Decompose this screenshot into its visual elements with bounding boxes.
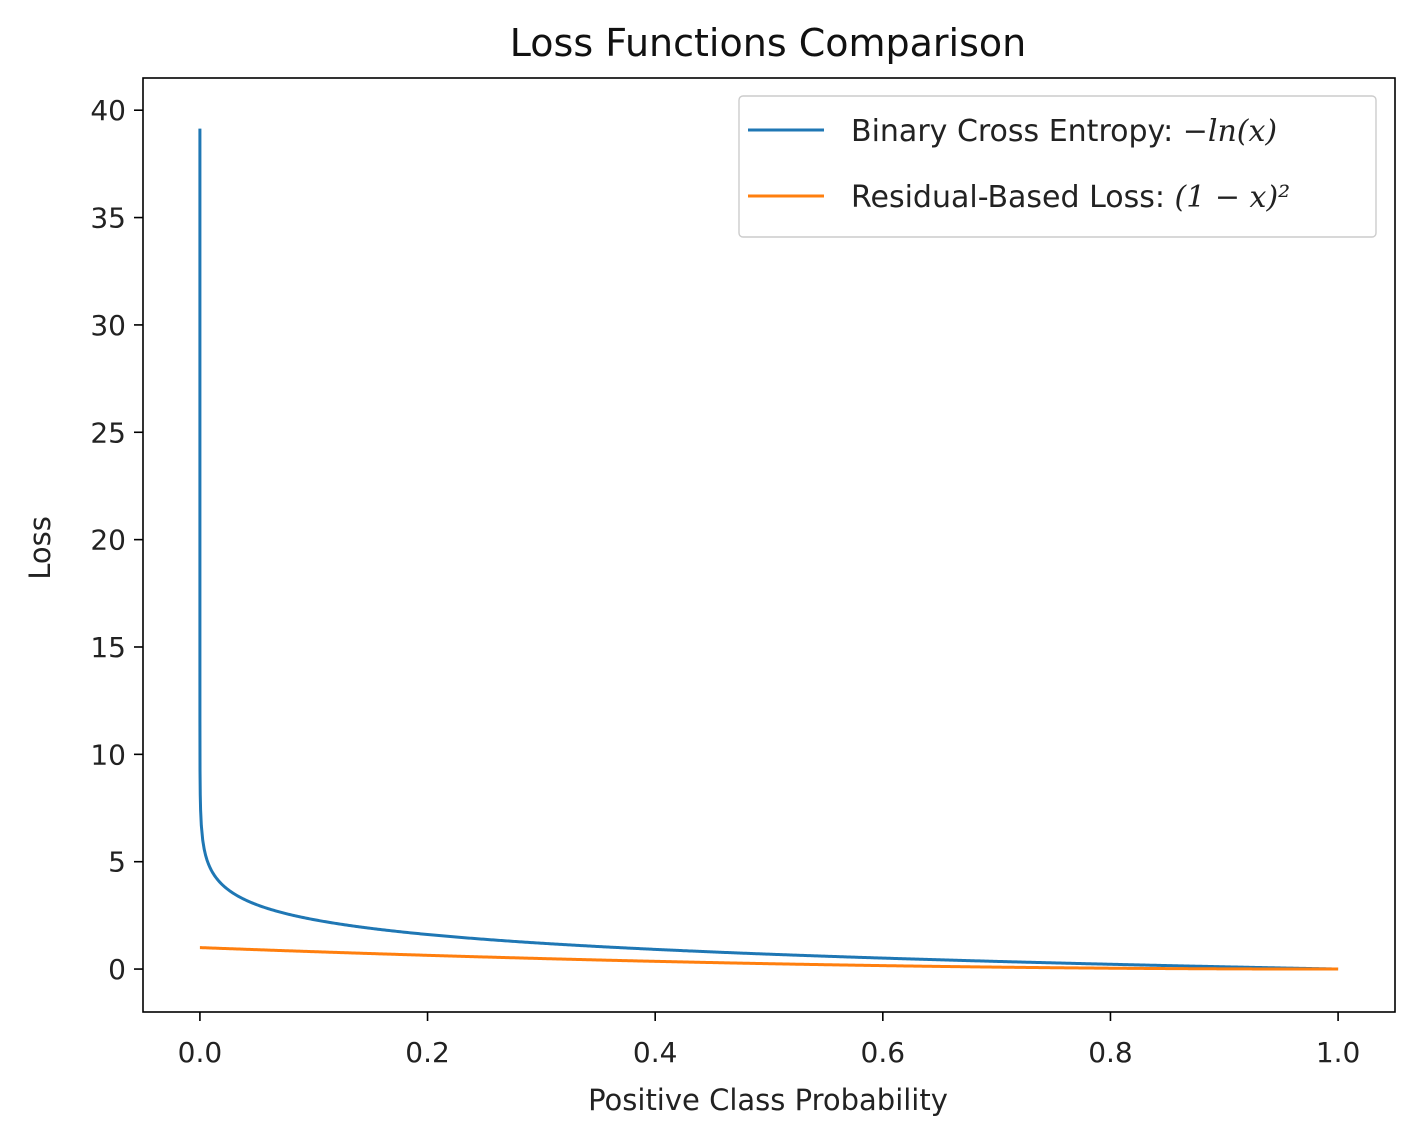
plot-frame	[142, 77, 1396, 1013]
y-tick-label: 40	[90, 94, 126, 127]
x-tick-label: 1.0	[1316, 1036, 1361, 1069]
y-tick-label: 35	[90, 202, 126, 235]
legend: Binary Cross Entropy: −ln(x) Residual-Ba…	[738, 95, 1377, 238]
x-tick-label: 0.2	[405, 1036, 450, 1069]
x-axis-label: Positive Class Probability	[588, 1083, 948, 1117]
legend-entry-bce-prefix: Binary Cross Entropy:	[851, 114, 1183, 149]
y-tick-label: 0	[108, 953, 126, 986]
y-tick-label: 5	[108, 846, 126, 879]
legend-entry-residual-formula: (1 − x)²	[1175, 180, 1291, 215]
legend-entry-residual-prefix: Residual-Based Loss:	[851, 180, 1175, 215]
line-residual-based-loss	[198, 946, 1339, 971]
legend-entry-bce: Binary Cross Entropy: −ln(x)	[851, 114, 1277, 149]
x-tick-label: 0.8	[1088, 1036, 1133, 1069]
x-axis-ticks: 0.0 0.2 0.4 0.6 0.8 1.0	[178, 1012, 1361, 1069]
y-tick-label: 15	[90, 631, 126, 664]
plot-lines	[198, 128, 1339, 971]
y-tick-label: 10	[90, 738, 126, 771]
y-tick-label: 25	[90, 416, 126, 449]
y-axis-ticks: 0 5 10 15 20 25 30 35 40	[90, 94, 143, 986]
y-axis-label: Loss	[23, 516, 57, 580]
legend-entry-bce-formula: −ln(x)	[1183, 114, 1277, 149]
y-tick-label: 30	[90, 309, 126, 342]
legend-entry-residual: Residual-Based Loss: (1 − x)²	[851, 180, 1290, 215]
chart-title: Loss Functions Comparison	[510, 21, 1026, 65]
legend-box	[738, 95, 1377, 238]
x-tick-label: 0.6	[861, 1036, 906, 1069]
y-tick-label: 20	[90, 524, 126, 557]
x-tick-label: 0.4	[633, 1036, 678, 1069]
line-binary-cross-entropy	[198, 128, 1339, 971]
x-tick-label: 0.0	[178, 1036, 223, 1069]
